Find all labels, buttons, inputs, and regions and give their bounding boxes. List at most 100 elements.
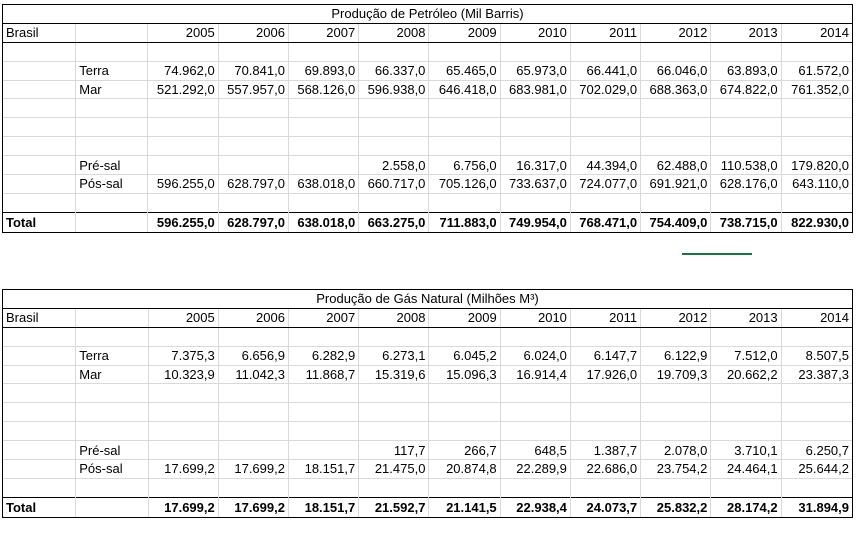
row-label[interactable] bbox=[75, 136, 148, 156]
value-cell[interactable] bbox=[217, 477, 289, 498]
value-cell[interactable] bbox=[147, 98, 219, 118]
row-spacer-cell[interactable] bbox=[1, 364, 76, 384]
row-spacer-cell[interactable] bbox=[1, 421, 76, 441]
row-spacer-cell[interactable] bbox=[1, 402, 76, 422]
value-cell[interactable]: 628.176,0 bbox=[710, 174, 782, 194]
value-cell[interactable] bbox=[710, 402, 782, 422]
value-cell[interactable] bbox=[499, 136, 571, 156]
value-cell[interactable] bbox=[569, 477, 641, 498]
value-cell[interactable] bbox=[147, 477, 219, 498]
corner-label[interactable]: Brasil bbox=[1, 22, 76, 43]
value-cell[interactable]: 65.465,0 bbox=[428, 60, 501, 81]
value-cell[interactable]: 761.352,0 bbox=[780, 79, 854, 99]
row-label[interactable] bbox=[75, 326, 148, 347]
value-cell[interactable]: 110.538,0 bbox=[710, 155, 782, 175]
value-cell[interactable]: 7.375,3 bbox=[147, 345, 219, 366]
value-cell[interactable]: 568.126,0 bbox=[287, 79, 359, 99]
value-cell[interactable]: 23.754,2 bbox=[640, 459, 711, 479]
value-cell[interactable] bbox=[710, 136, 782, 156]
value-cell[interactable]: 6.147,7 bbox=[569, 345, 641, 366]
value-cell[interactable]: 16.317,0 bbox=[499, 155, 571, 175]
value-cell[interactable] bbox=[710, 421, 782, 441]
value-cell[interactable] bbox=[499, 192, 571, 213]
value-cell[interactable] bbox=[358, 326, 429, 347]
row-label[interactable]: Terra bbox=[75, 60, 148, 81]
row-label[interactable]: Pós-sal bbox=[75, 174, 148, 194]
total-value-cell[interactable]: 21.592,7 bbox=[358, 496, 429, 518]
year-header[interactable]: 2005 bbox=[147, 22, 219, 43]
row-label[interactable] bbox=[75, 41, 148, 62]
value-cell[interactable]: 23.387,3 bbox=[780, 364, 854, 384]
year-header[interactable]: 2014 bbox=[780, 307, 854, 328]
value-cell[interactable] bbox=[217, 117, 289, 137]
value-cell[interactable] bbox=[147, 326, 219, 347]
value-cell[interactable] bbox=[217, 421, 289, 441]
row-spacer-cell[interactable] bbox=[1, 383, 76, 403]
value-cell[interactable]: 10.323,9 bbox=[147, 364, 219, 384]
value-cell[interactable]: 44.394,0 bbox=[569, 155, 641, 175]
value-cell[interactable]: 179.820,0 bbox=[780, 155, 854, 175]
value-cell[interactable] bbox=[217, 383, 289, 403]
value-cell[interactable] bbox=[147, 440, 219, 460]
value-cell[interactable] bbox=[358, 117, 429, 137]
value-cell[interactable] bbox=[287, 440, 359, 460]
total-value-cell[interactable]: 31.894,9 bbox=[780, 496, 854, 518]
value-cell[interactable]: 702.029,0 bbox=[569, 79, 641, 99]
value-cell[interactable] bbox=[287, 98, 359, 118]
value-cell[interactable]: 22.289,9 bbox=[499, 459, 571, 479]
value-cell[interactable]: 6.250,7 bbox=[780, 440, 854, 460]
value-cell[interactable] bbox=[780, 98, 854, 118]
value-cell[interactable] bbox=[358, 98, 429, 118]
total-blank-cell[interactable] bbox=[75, 211, 148, 233]
year-header[interactable]: 2014 bbox=[780, 22, 854, 43]
header-blank-cell[interactable] bbox=[75, 22, 148, 43]
value-cell[interactable] bbox=[499, 117, 571, 137]
value-cell[interactable] bbox=[217, 326, 289, 347]
value-cell[interactable] bbox=[428, 136, 501, 156]
total-value-cell[interactable]: 25.832,2 bbox=[640, 496, 711, 518]
table-title[interactable]: Produção de Petróleo (Mil Barris) bbox=[2, 4, 853, 24]
value-cell[interactable] bbox=[780, 192, 854, 213]
value-cell[interactable] bbox=[428, 421, 501, 441]
value-cell[interactable]: 3.710,1 bbox=[710, 440, 782, 460]
year-header[interactable]: 2012 bbox=[640, 22, 711, 43]
value-cell[interactable] bbox=[217, 440, 289, 460]
value-cell[interactable]: 62.488,0 bbox=[640, 155, 711, 175]
year-header[interactable]: 2006 bbox=[217, 307, 289, 328]
row-label[interactable] bbox=[75, 421, 148, 441]
value-cell[interactable] bbox=[358, 41, 429, 62]
value-cell[interactable]: 25.644,2 bbox=[780, 459, 854, 479]
value-cell[interactable]: 688.363,0 bbox=[640, 79, 711, 99]
value-cell[interactable]: 66.046,0 bbox=[640, 60, 711, 81]
total-value-cell[interactable]: 768.471,0 bbox=[569, 211, 641, 233]
total-value-cell[interactable]: 22.938,4 bbox=[499, 496, 571, 518]
value-cell[interactable]: 2.078,0 bbox=[640, 440, 711, 460]
value-cell[interactable]: 61.572,0 bbox=[780, 60, 854, 81]
value-cell[interactable]: 11.868,7 bbox=[287, 364, 359, 384]
value-cell[interactable] bbox=[499, 402, 571, 422]
value-cell[interactable] bbox=[147, 136, 219, 156]
row-spacer-cell[interactable] bbox=[1, 477, 76, 498]
value-cell[interactable]: 66.337,0 bbox=[358, 60, 429, 81]
row-label[interactable] bbox=[75, 402, 148, 422]
value-cell[interactable] bbox=[147, 41, 219, 62]
row-spacer-cell[interactable] bbox=[1, 326, 76, 347]
total-label[interactable]: Total bbox=[1, 496, 76, 518]
value-cell[interactable] bbox=[217, 136, 289, 156]
year-header[interactable]: 2009 bbox=[428, 22, 501, 43]
value-cell[interactable] bbox=[147, 383, 219, 403]
row-spacer-cell[interactable] bbox=[1, 60, 76, 81]
row-label[interactable] bbox=[75, 192, 148, 213]
year-header[interactable]: 2007 bbox=[287, 307, 359, 328]
value-cell[interactable]: 724.077,0 bbox=[569, 174, 641, 194]
value-cell[interactable] bbox=[499, 41, 571, 62]
year-header[interactable]: 2005 bbox=[147, 307, 219, 328]
value-cell[interactable]: 70.841,0 bbox=[217, 60, 289, 81]
value-cell[interactable]: 20.874,8 bbox=[428, 459, 501, 479]
value-cell[interactable]: 63.893,0 bbox=[710, 60, 782, 81]
value-cell[interactable]: 6.756,0 bbox=[428, 155, 501, 175]
value-cell[interactable] bbox=[780, 421, 854, 441]
header-blank-cell[interactable] bbox=[75, 307, 148, 328]
value-cell[interactable]: 117,7 bbox=[358, 440, 429, 460]
value-cell[interactable] bbox=[217, 402, 289, 422]
